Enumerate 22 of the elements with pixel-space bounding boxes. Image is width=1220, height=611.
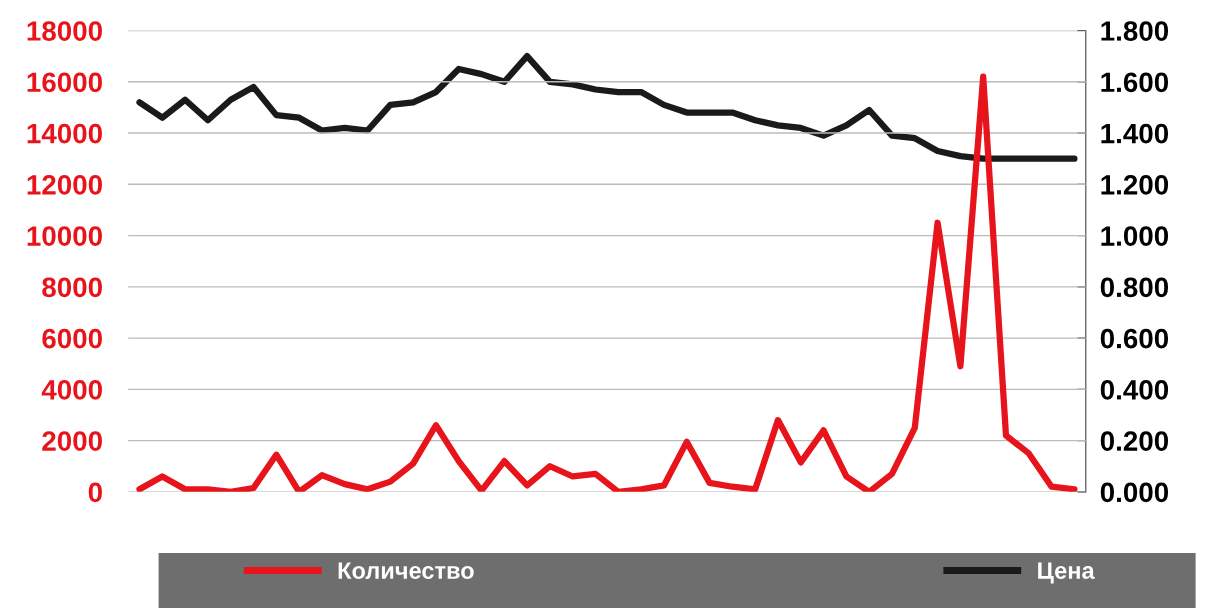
y-tick-label: 4000 bbox=[41, 380, 102, 400]
y2-tick-label: 0.000 bbox=[1100, 482, 1169, 503]
y-tick-label: 2000 bbox=[42, 431, 102, 451]
y2-tick-label: 0.400 bbox=[1100, 380, 1169, 400]
y2-tick-label: 0.200 bbox=[1100, 431, 1169, 451]
y-tick-label: 8000 bbox=[42, 277, 102, 298]
y2-tick-label: 1.200 bbox=[1101, 174, 1169, 195]
y-tick-label: 14000 bbox=[27, 123, 102, 144]
y-tick-label: 10000 bbox=[27, 226, 102, 246]
y2-tick-label: 1.800 bbox=[1101, 21, 1169, 41]
y-tick-label: 18000 bbox=[27, 21, 102, 41]
y2-tick-label: 1.600 bbox=[1101, 72, 1169, 93]
legend-label: Цена bbox=[1038, 562, 1095, 584]
y-tick-label: 12000 bbox=[27, 174, 102, 195]
y-tick-label: 6000 bbox=[42, 328, 102, 349]
y-tick-label: 16000 bbox=[27, 72, 102, 93]
y-tick-label: 0 bbox=[88, 482, 102, 503]
y2-tick-label: 0.800 bbox=[1100, 277, 1169, 298]
legend-label: Количество bbox=[338, 562, 474, 579]
y2-tick-label: 0.600 bbox=[1100, 328, 1169, 349]
y2-tick-label: 1.400 bbox=[1101, 123, 1169, 144]
y2-tick-label: 1.000 bbox=[1101, 226, 1169, 246]
